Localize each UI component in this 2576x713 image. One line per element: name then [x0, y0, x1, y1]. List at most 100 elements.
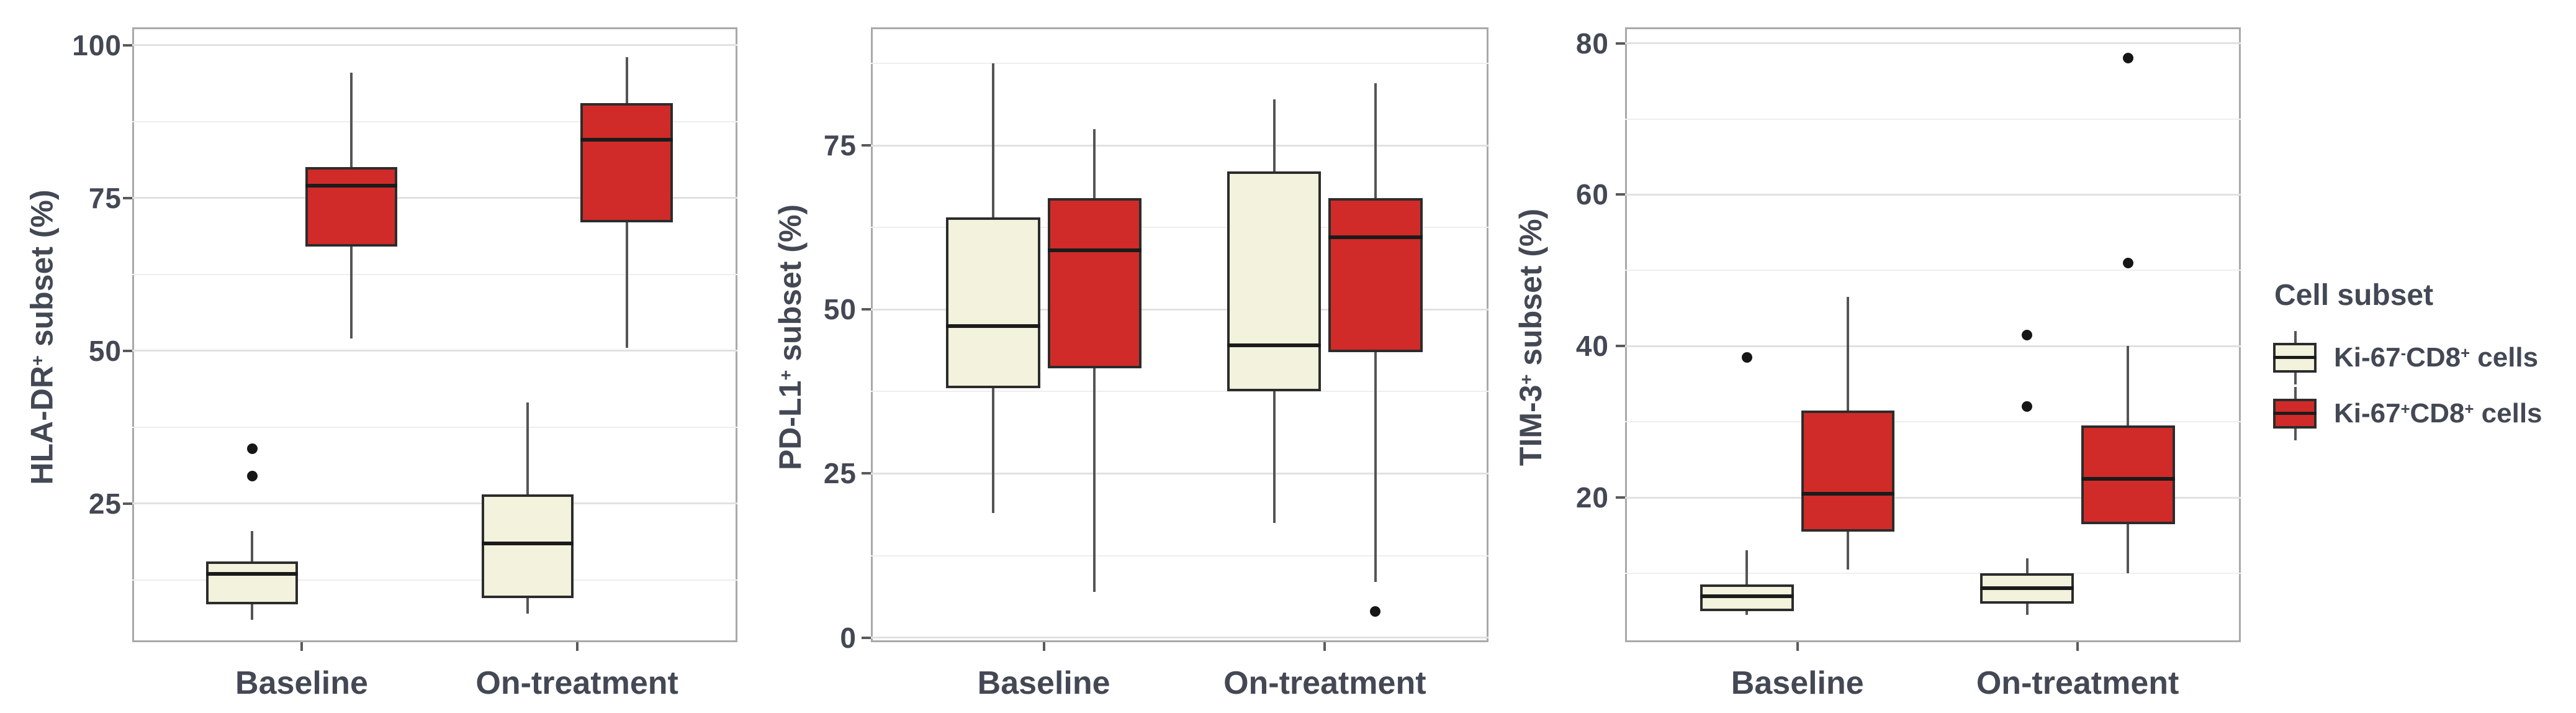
- y-gridline-minor: [1625, 573, 2241, 574]
- legend: Cell subset Ki-67-CD8+ cells Ki-67+CD8+ c…: [2266, 278, 2576, 442]
- x-category-label: Baseline: [235, 665, 368, 701]
- superscript: -: [2400, 345, 2407, 363]
- outlier-point: [2122, 53, 2133, 64]
- y-gridline-minor: [132, 426, 737, 428]
- y-tick-mark: [1616, 345, 1625, 348]
- y-gridline-major: [132, 502, 737, 505]
- y-gridline-minor: [871, 227, 1488, 229]
- y-gridline-major: [871, 472, 1488, 475]
- y-gridline-minor: [871, 555, 1488, 556]
- y-gridline-major: [132, 44, 737, 47]
- y-tick-label: 60: [1575, 178, 1609, 211]
- y-tick-mark: [1616, 42, 1625, 45]
- y-tick-mark: [1616, 193, 1625, 196]
- y-tick-label: 75: [823, 129, 857, 162]
- boxplot-median: [1047, 248, 1142, 253]
- y-gridline-minor: [132, 273, 737, 275]
- boxplot-median: [205, 571, 299, 576]
- x-tick-mark: [575, 642, 579, 651]
- y-gridline-minor: [132, 120, 737, 122]
- y-tick-label: 0: [840, 621, 857, 654]
- x-tick-mark: [1042, 642, 1045, 651]
- y-gridline-minor: [1625, 270, 2241, 271]
- y-tick-mark: [862, 636, 871, 639]
- y-gridline-major: [1625, 42, 2241, 45]
- boxplot-median: [1227, 343, 1322, 348]
- superscript: +: [2461, 345, 2470, 363]
- legend-item-label: Ki-67-CD8+ cells: [2334, 342, 2539, 373]
- boxplot-box: [1801, 410, 1895, 532]
- y-axis-title: HLA-DR+ subset (%): [0, 189, 324, 484]
- x-category-label: On-treatment: [1223, 665, 1426, 701]
- x-category-label: Baseline: [977, 665, 1110, 701]
- y-tick-mark: [123, 196, 132, 199]
- y-tick-mark: [123, 43, 132, 47]
- y-gridline-minor: [871, 391, 1488, 393]
- outlier-point: [2022, 401, 2033, 412]
- boxplot-box: [1047, 198, 1142, 369]
- y-axis-title-text: TIM-3+ subset (%): [1513, 208, 1548, 466]
- y-gridline-major: [871, 144, 1488, 147]
- boxplot-median: [1980, 586, 2074, 591]
- boxplot-median: [1801, 492, 1895, 496]
- y-tick-mark: [862, 308, 871, 311]
- outlier-point: [1741, 352, 1752, 363]
- y-gridline-major: [132, 350, 737, 352]
- y-gridline-minor: [871, 63, 1488, 65]
- y-tick-label: 80: [1575, 27, 1609, 60]
- boxplot-median: [580, 138, 673, 142]
- y-tick-label: 50: [88, 334, 122, 367]
- legend-item: Ki-67+CD8+ cells: [2266, 386, 2576, 442]
- boxplot-box: [481, 494, 574, 599]
- superscript: +: [1516, 374, 1537, 385]
- outlier-point: [2022, 329, 2033, 340]
- y-gridline-major: [871, 308, 1488, 311]
- boxplot-box: [1328, 198, 1423, 352]
- y-gridline-major: [132, 197, 737, 199]
- y-gridline-minor: [132, 579, 737, 581]
- y-gridline-major: [871, 637, 1488, 639]
- x-tick-mark: [1796, 642, 1799, 651]
- boxplot-box: [946, 217, 1040, 389]
- outlier-point: [246, 470, 258, 481]
- boxplot-median: [305, 183, 398, 188]
- superscript: +: [2400, 401, 2410, 419]
- y-tick-mark: [862, 472, 871, 475]
- y-tick-label: 50: [823, 293, 857, 326]
- y-tick-mark: [1616, 496, 1625, 499]
- y-gridline-major: [1625, 345, 2241, 347]
- y-gridline-major: [1625, 496, 2241, 499]
- x-category-label: Baseline: [1731, 665, 1864, 701]
- y-axis-title-text: PD-L1+ subset (%): [772, 204, 808, 471]
- x-tick-mark: [300, 642, 303, 651]
- x-tick-mark: [2076, 642, 2079, 651]
- y-gridline-minor: [1625, 421, 2241, 423]
- boxplot-median: [2081, 476, 2175, 481]
- boxplot-median: [946, 324, 1040, 328]
- boxplot-box: [205, 561, 299, 604]
- x-tick-mark: [1323, 642, 1326, 651]
- superscript: +: [776, 370, 796, 381]
- y-tick-mark: [123, 502, 132, 505]
- boxplot-box: [1227, 171, 1322, 392]
- legend-key-boxplot-icon: [2266, 386, 2325, 442]
- y-tick-mark: [123, 349, 132, 352]
- boxplot-median: [481, 541, 574, 545]
- legend-items: Ki-67-CD8+ cells Ki-67+CD8+ cells: [2266, 330, 2576, 442]
- outlier-point: [246, 443, 258, 454]
- x-category-label: On-treatment: [1976, 665, 2179, 701]
- y-tick-label: 75: [88, 181, 122, 214]
- y-gridline-minor: [1625, 118, 2241, 120]
- boxplot-median: [1328, 235, 1423, 240]
- y-tick-label: 40: [1575, 330, 1609, 363]
- y-tick-label: 25: [823, 457, 857, 490]
- y-tick-label: 100: [72, 29, 122, 61]
- legend-key-boxplot-icon: [2266, 330, 2325, 386]
- y-tick-label: 20: [1575, 481, 1609, 514]
- boxplot-median: [1700, 594, 1794, 598]
- legend-title: Cell subset: [2274, 279, 2434, 312]
- legend-item-label: Ki-67+CD8+ cells: [2334, 398, 2542, 429]
- y-tick-mark: [862, 144, 871, 147]
- boxplot-box: [580, 103, 673, 222]
